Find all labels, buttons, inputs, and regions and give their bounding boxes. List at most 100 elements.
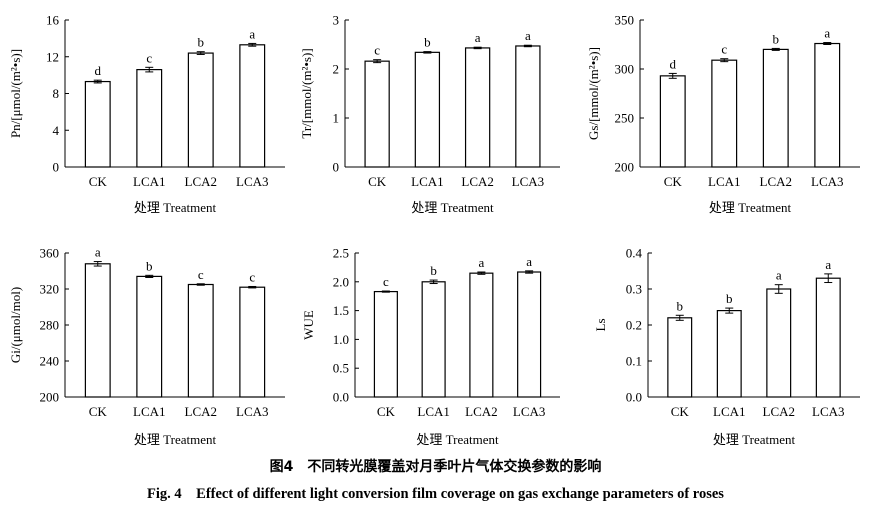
y-tick-label: 0: [53, 160, 60, 175]
x-tick-label: CK: [377, 404, 396, 419]
chart-panel-1: 0 4 8 12 16 d CK c LCA1 b LCA2 a LCA3 处理 Treatment Pn/…: [8, 13, 285, 215]
bar-lca2: [469, 272, 494, 398]
y-tick-label: 2: [333, 62, 340, 77]
significance-letter: b: [726, 291, 733, 306]
x-axis-label: 处理 Treatment: [134, 200, 217, 215]
y-tick-label: 12: [46, 49, 59, 64]
significance-letter: c: [198, 267, 204, 282]
y-tick-label: 4: [53, 123, 60, 138]
y-tick-label: 0: [333, 160, 340, 175]
significance-letter: d: [95, 63, 102, 78]
x-tick-label: LCA3: [512, 174, 545, 189]
bar-lca3: [814, 42, 841, 168]
chart-panel-6: 0.0 0.1 0.2 0.3 0.4 b CK b LCA1 a LCA2 a LCA3 处理 Trea…: [593, 246, 860, 447]
significance-letter: b: [773, 31, 780, 46]
x-tick-label: LCA1: [417, 404, 450, 419]
bar-lca1: [716, 310, 742, 398]
x-tick-label: LCA2: [760, 174, 793, 189]
x-tick-label: LCA3: [513, 404, 546, 419]
y-tick-label: 300: [615, 62, 635, 77]
y-tick-label: 0.1: [626, 354, 642, 369]
y-axis-label: Tr/[mmol/(m²•s)]: [299, 48, 314, 138]
x-tick-label: LCA2: [763, 404, 796, 419]
x-tick-label: LCA2: [465, 404, 498, 419]
bar-lca3: [815, 277, 841, 398]
y-tick-label: 350: [615, 13, 635, 28]
significance-letter: c: [383, 274, 389, 289]
x-axis-label: 处理 Treatment: [416, 432, 499, 447]
x-tick-label: CK: [89, 174, 108, 189]
bar-ck: [84, 80, 111, 168]
significance-letter: a: [776, 268, 782, 283]
bar-lca2: [766, 288, 792, 398]
bar-ck: [667, 317, 693, 398]
significance-letter: a: [95, 245, 101, 260]
figure-caption-english: Fig. 4 Effect of different light convers…: [147, 486, 724, 502]
x-tick-label: LCA1: [133, 174, 166, 189]
significance-letter: a: [249, 26, 255, 41]
significance-letter: a: [825, 257, 831, 272]
x-tick-label: LCA3: [811, 174, 844, 189]
bar-lca1: [421, 281, 446, 398]
significance-letter: b: [424, 35, 431, 50]
y-tick-label: 240: [40, 354, 60, 369]
chart-panel-2: 0 1 2 3 c CK b LCA1 a LCA2 a LCA3 处理 Treatment Tr/[mm…: [299, 13, 560, 215]
x-tick-label: LCA3: [236, 404, 269, 419]
significance-letter: b: [677, 298, 684, 313]
y-axis-label: Gi/(μmol/mol): [8, 287, 23, 363]
bar-lca1: [711, 59, 738, 168]
bar-ck: [659, 75, 686, 168]
y-tick-label: 16: [46, 13, 60, 28]
x-axis-label: 处理 Treatment: [709, 200, 792, 215]
bar-lca3: [515, 45, 541, 168]
y-tick-label: 200: [615, 160, 635, 175]
bar-lca2: [187, 52, 214, 168]
y-tick-label: 250: [615, 111, 635, 126]
x-tick-label: CK: [368, 174, 387, 189]
significance-letter: b: [198, 35, 205, 50]
bar-lca3: [517, 271, 542, 398]
y-tick-label: 280: [40, 318, 60, 333]
y-tick-label: 0.5: [333, 361, 349, 376]
significance-letter: c: [249, 269, 255, 284]
x-tick-label: CK: [671, 404, 690, 419]
bar-lca1: [136, 69, 163, 168]
chart-panel-3: 200 250 300 350 d CK c LCA1 b LCA2 a LCA3 处理 Treatme…: [586, 13, 860, 215]
bar-ck: [373, 290, 398, 398]
x-axis-label: 处理 Treatment: [411, 200, 494, 215]
significance-letter: a: [478, 255, 484, 270]
y-axis-label: Pn/[μmol/(m²•s)]: [8, 49, 23, 138]
bar-lca1: [414, 51, 441, 168]
y-tick-label: 320: [40, 282, 60, 297]
y-tick-label: 0.0: [626, 390, 642, 405]
y-tick-label: 0.0: [333, 390, 349, 405]
y-tick-label: 1.0: [333, 332, 349, 347]
y-tick-label: 0.4: [626, 246, 643, 261]
significance-letter: b: [430, 263, 437, 278]
x-tick-label: LCA1: [133, 404, 166, 419]
x-tick-label: CK: [89, 404, 108, 419]
x-axis-label: 处理 Treatment: [713, 432, 796, 447]
y-tick-label: 1: [333, 111, 340, 126]
y-tick-label: 0.2: [626, 318, 642, 333]
y-tick-label: 2.0: [333, 274, 349, 289]
x-tick-label: CK: [664, 174, 683, 189]
bar-ck: [364, 60, 390, 168]
y-axis-label: Ls: [593, 319, 608, 332]
y-axis-label: WUE: [301, 310, 316, 340]
y-tick-label: 200: [40, 390, 60, 405]
bar-ck: [84, 263, 111, 398]
chart-panel-4: 200 240 280 320 360 a CK b LCA1 c LCA2 c LCA3 处理 Trea…: [8, 245, 285, 447]
x-tick-label: LCA3: [812, 404, 845, 419]
significance-letter: a: [475, 30, 481, 45]
chart-panel-5: 0.0 0.5 1.0 1.5 2.0 2.5 c CK b LCA1 a LCA2 a LCA3 处理 T…: [301, 246, 560, 447]
bar-lca3: [239, 286, 266, 398]
significance-letter: d: [670, 56, 677, 71]
x-axis-label: 处理 Treatment: [134, 432, 217, 447]
significance-letter: c: [146, 50, 152, 65]
x-tick-label: LCA2: [185, 404, 218, 419]
figure-caption-chinese: 图4 不同转光膜覆盖对月季叶片气体交换参数的影响: [269, 459, 602, 475]
y-tick-label: 2.5: [333, 246, 349, 261]
bar-lca3: [239, 44, 266, 168]
